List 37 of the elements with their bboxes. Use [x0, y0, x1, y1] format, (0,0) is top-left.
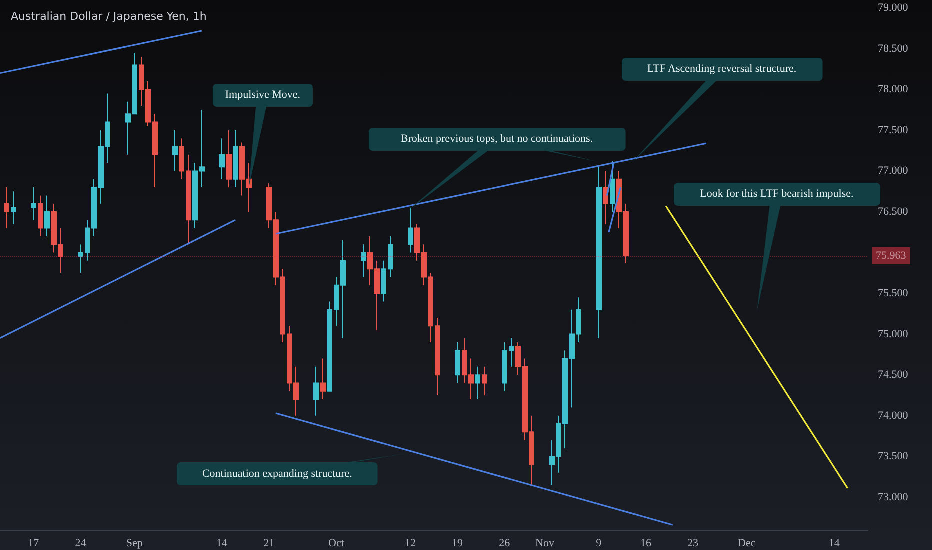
x-tick-label: 12: [404, 538, 416, 550]
annotation: Impulsive Move.: [212, 84, 313, 108]
x-tick-label: 21: [264, 538, 275, 550]
annotation: LTF Ascending reversal structure.: [622, 58, 822, 80]
x-tick-label: 19: [452, 538, 464, 550]
x-tick-label: 23: [688, 538, 700, 550]
x-tick-label: Dec: [738, 538, 756, 550]
y-tick-label: 76.500: [878, 206, 909, 218]
x-tick-label: Oct: [328, 538, 344, 550]
x-tick-label: Sep: [126, 538, 144, 550]
y-tick-label: 74.500: [878, 369, 909, 382]
y-tick-label: 74.000: [878, 410, 909, 422]
y-tick-label: 79.000: [878, 2, 909, 14]
annotation: Continuation expanding structure.: [177, 462, 378, 486]
y-tick-label: 77.500: [878, 124, 909, 136]
callout: Broken previous tops, but no continuations.: [368, 128, 626, 210]
ref-line-label: 75.963: [876, 250, 907, 262]
x-tick-label: 26: [499, 538, 511, 550]
y-tick-label: 78.500: [878, 42, 909, 55]
x-tick-label: 9: [596, 538, 602, 550]
x-tick-label: 16: [640, 538, 652, 550]
y-tick-label: 73.500: [878, 450, 909, 463]
x-tick-label: 17: [28, 538, 40, 550]
y-tick-label: 73.000: [878, 491, 909, 504]
x-tick-label: Nov: [536, 538, 555, 550]
text: Australian Dollar / Japanese Yen, 1h: [11, 10, 207, 23]
y-tick-label: 77.000: [878, 165, 909, 178]
callout: LTF Ascending reversal structure.: [622, 58, 822, 162]
x-tick-label: 14: [216, 538, 228, 550]
y-tick-label: 75.000: [878, 328, 909, 340]
x-tick-label: 24: [75, 538, 87, 550]
callout: Impulsive Move.: [212, 84, 313, 188]
x-tick-label: 14: [828, 538, 840, 550]
annotation: Broken previous tops, but no continuations.: [368, 128, 626, 150]
annotation: Look for this LTF bearish impulse.: [674, 182, 880, 206]
y-tick-label: 78.000: [878, 84, 909, 96]
y-tick-label: 75.500: [878, 288, 909, 300]
